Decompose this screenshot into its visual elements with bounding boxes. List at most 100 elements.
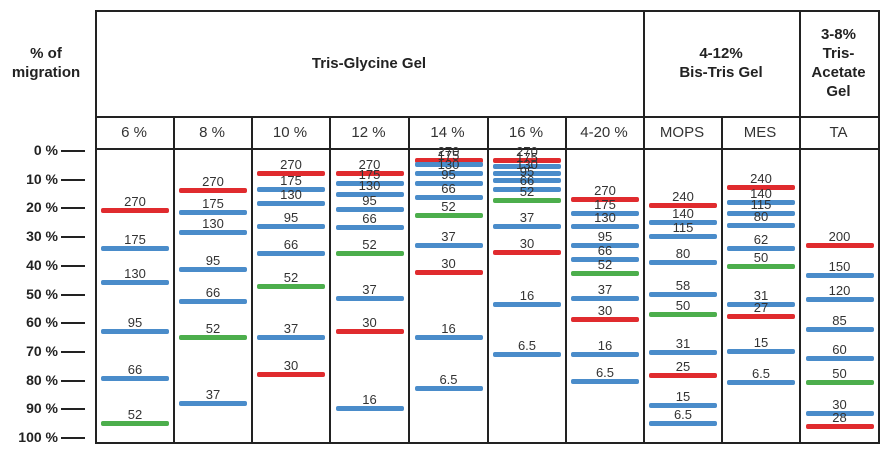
marker-band: [101, 420, 169, 426]
marker-band: [649, 403, 717, 409]
marker-band: [727, 314, 795, 320]
axis-tick: [61, 350, 85, 353]
grid-line-top: [95, 10, 880, 12]
marker-band: [335, 328, 404, 334]
lane-header: 12 %: [351, 123, 386, 141]
marker-band: [493, 301, 561, 307]
marker-band: [571, 271, 639, 277]
band-label: 270: [124, 194, 146, 210]
marker-band: [414, 386, 483, 392]
marker-band: [805, 297, 874, 303]
band-label: 30: [832, 396, 847, 412]
marker-band: [805, 380, 874, 386]
band-label: 52: [205, 320, 221, 336]
marker-band: [101, 245, 169, 251]
grid-line-lane: [173, 116, 175, 444]
marker-band: [571, 257, 639, 263]
marker-band: [179, 334, 247, 340]
band-label: 130: [516, 156, 538, 172]
band-label: 95: [205, 253, 221, 269]
marker-band: [493, 351, 561, 357]
band-label: 16: [362, 392, 377, 408]
axis-tick-label: 100 %: [18, 429, 58, 445]
band-label: 130: [437, 156, 460, 172]
axis-tick-label: 80 %: [26, 371, 58, 388]
marker-band: [257, 284, 325, 290]
band-label: 58: [675, 277, 691, 293]
band-label: 175: [124, 231, 146, 247]
band-label: 6.5: [439, 372, 458, 388]
marker-band: [335, 192, 404, 198]
marker-band: [571, 317, 639, 323]
band-label: 60: [832, 342, 847, 358]
marker-band: [493, 224, 561, 230]
band-label: 150: [828, 258, 851, 274]
marker-band: [571, 224, 639, 230]
band-label: 52: [127, 406, 143, 422]
marker-band: [493, 178, 561, 184]
grid-line-group: [878, 10, 880, 444]
band-label: 6.5: [517, 337, 537, 353]
band-label: 175: [516, 149, 538, 165]
marker-band: [179, 267, 247, 273]
marker-band: [805, 242, 874, 248]
band-label: 16: [441, 320, 456, 336]
grid-line-group: [799, 10, 801, 444]
marker-band: [414, 212, 483, 218]
lane-header: 4-20 %: [580, 123, 628, 141]
band-label: 37: [283, 320, 299, 336]
band-label: 140: [750, 185, 772, 201]
marker-band: [257, 186, 325, 192]
marker-band: [257, 201, 325, 207]
axis-tick-label: 10 %: [26, 170, 58, 187]
band-label: 66: [127, 362, 143, 378]
marker-band: [649, 219, 717, 225]
marker-band: [257, 170, 325, 176]
marker-band: [335, 206, 404, 212]
marker-band: [101, 376, 169, 382]
band-label: 31: [675, 336, 691, 352]
band-label: 270: [202, 174, 224, 190]
axis-tick: [61, 408, 85, 411]
band-label: 37: [362, 281, 377, 297]
marker-band: [493, 170, 561, 176]
band-label: 52: [362, 237, 377, 253]
axis-tick: [61, 207, 85, 210]
band-label: 85: [832, 313, 847, 329]
band-label: 66: [519, 172, 535, 188]
marker-band: [335, 181, 404, 186]
marker-band: [335, 295, 404, 301]
band-label: 115: [672, 220, 694, 236]
band-label: 28: [832, 409, 847, 425]
axis-tick-label: 30 %: [26, 228, 58, 245]
marker-band: [649, 311, 717, 317]
axis-tick: [61, 264, 85, 267]
band-label: 16: [519, 287, 535, 303]
marker-band: [649, 259, 717, 265]
marker-band: [649, 373, 717, 379]
marker-band: [649, 420, 717, 426]
band-label: 175: [437, 148, 460, 164]
axis-title: % of migration: [11, 45, 81, 81]
axis-tick: [61, 379, 85, 382]
grid-line-lane: [721, 116, 723, 444]
grid-line-group: [643, 10, 645, 444]
band-label: 52: [597, 257, 613, 273]
marker-band: [727, 380, 795, 386]
marker-band: [414, 170, 483, 176]
lane-header: MES: [743, 123, 777, 141]
lane-header: 8 %: [199, 123, 225, 141]
band-label: 95: [597, 228, 613, 244]
grid-line-group: [95, 10, 97, 444]
marker-band: [727, 245, 795, 251]
marker-band: [649, 350, 717, 356]
band-label: 66: [597, 243, 613, 259]
marker-band: [335, 225, 404, 231]
marker-band: [493, 158, 561, 164]
marker-band: [727, 199, 795, 205]
marker-band: [101, 280, 169, 286]
band-label: 270: [516, 144, 538, 160]
axis-tick: [61, 150, 85, 152]
group-header: 4-12% Bis-Tris Gel: [679, 45, 763, 81]
marker-band: [101, 328, 169, 334]
